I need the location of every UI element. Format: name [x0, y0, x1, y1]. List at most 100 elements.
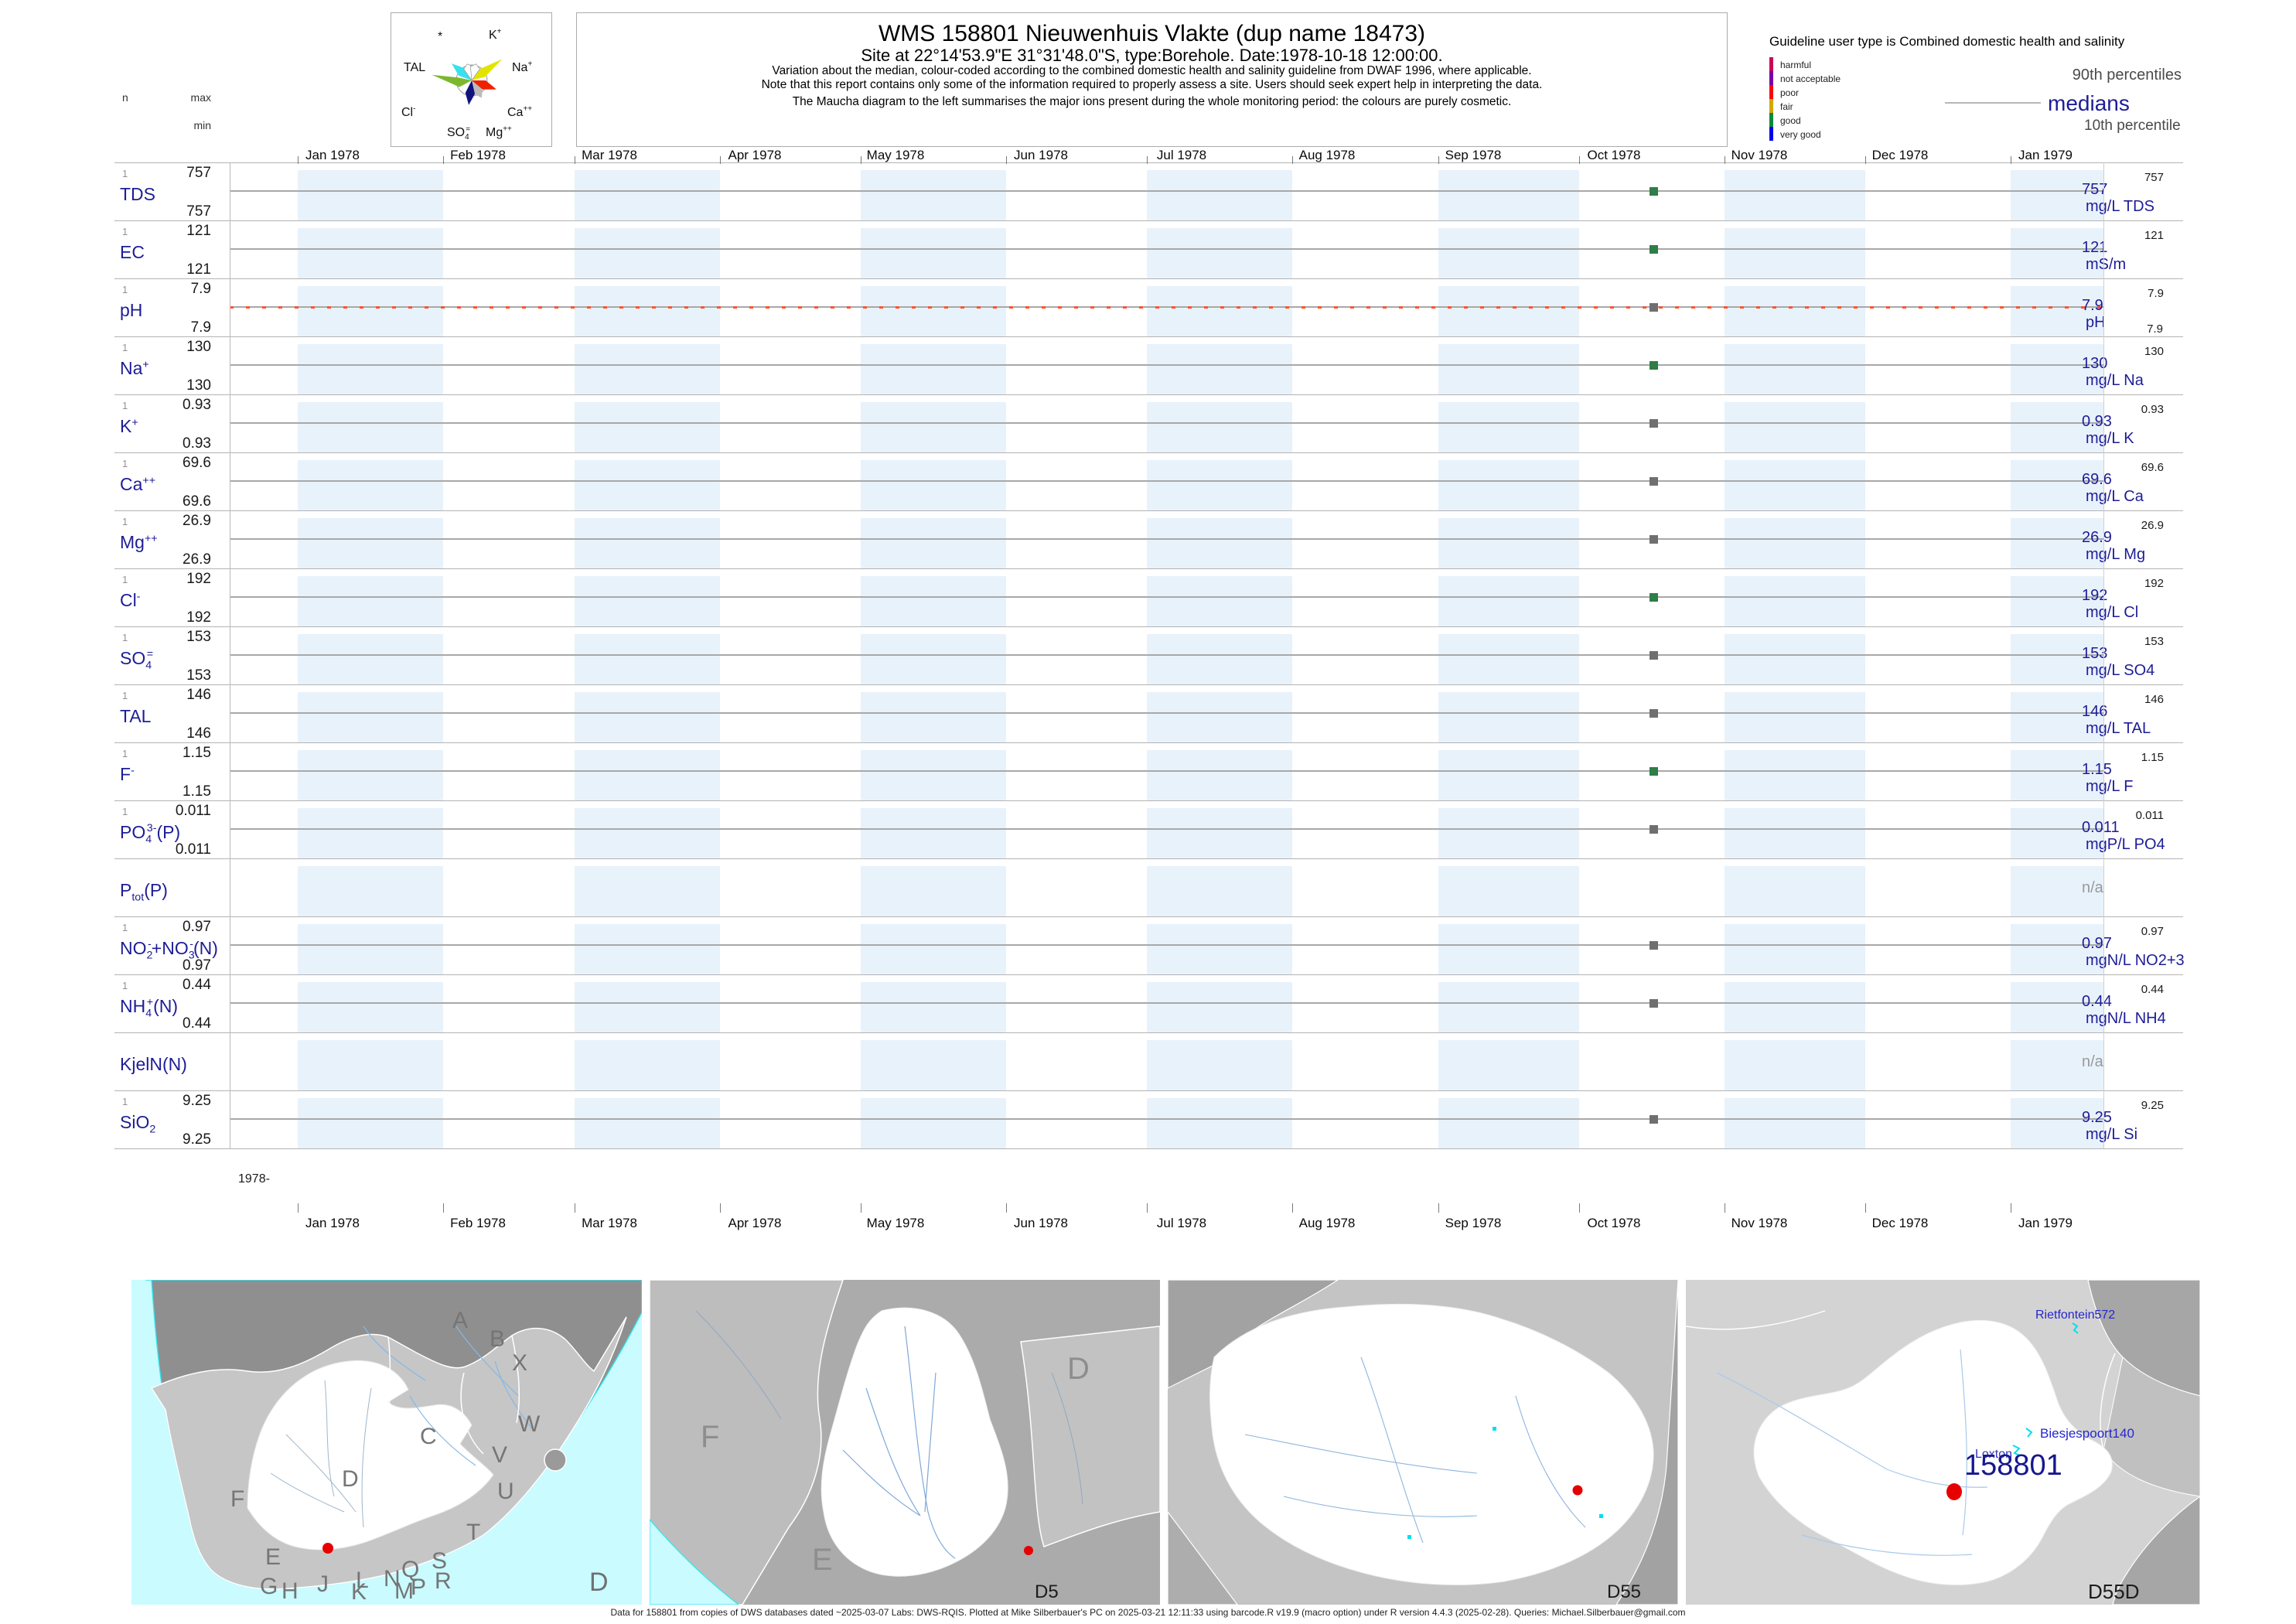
row-param-name-pH: pH: [120, 300, 143, 320]
month-stripe: [575, 808, 720, 858]
row-n-count-Na: 1: [122, 342, 128, 353]
maucha-ion-label-5: Ca++: [507, 104, 533, 119]
month-stripe: [298, 170, 443, 220]
row-max-Mg: 26.9: [183, 513, 211, 529]
month-tick-top: [1006, 156, 1007, 164]
month-stripe: [2011, 228, 2103, 278]
map-region-letter-H: H: [281, 1578, 299, 1604]
month-stripe: [298, 866, 443, 916]
month-tick-top: [1292, 156, 1293, 164]
month-tick-bottom: [1579, 1203, 1580, 1213]
month-stripe: [861, 518, 1006, 568]
month-stripe: [298, 750, 443, 800]
row-border: [114, 510, 2183, 511]
data-marker-K: [1650, 419, 1658, 428]
guideline-class-legend: harmful not acceptable poor fair good very go…: [1769, 57, 1924, 144]
row-n-count-PO4: 1: [122, 806, 128, 817]
month-stripe: [861, 866, 1006, 916]
row-min-F: 1.15: [183, 783, 211, 800]
row-unit-EC: mS/m: [2086, 256, 2127, 273]
row-param-name-Ptot: Ptot(P): [120, 880, 168, 904]
median-line-TAL: [230, 712, 2103, 714]
row-n-count-Ca: 1: [122, 458, 128, 469]
median-line-NH4: [230, 1002, 2103, 1004]
map-region-letter-T: T: [466, 1520, 480, 1545]
row-border: [114, 278, 2183, 279]
map-region-letter-K: K: [351, 1579, 367, 1605]
month-stripe: [1147, 228, 1292, 278]
map3-site-dot: [1572, 1485, 1583, 1496]
row-param-name-Cl: Cl-: [120, 590, 141, 610]
row-border: [114, 742, 2183, 743]
maucha-ion-label-2: TAL: [404, 61, 426, 74]
map-region-letter-J: J: [317, 1571, 329, 1597]
month-stripe: [575, 866, 720, 916]
row-unit-Mg: mg/L Mg: [2086, 546, 2146, 563]
map-catchment-d55: D55: [1167, 1279, 1679, 1605]
month-stripe: [1438, 344, 1579, 394]
row-median-TAL: 146: [2082, 703, 2108, 720]
map-region-letter-R: R: [435, 1568, 452, 1594]
month-stripe: [575, 460, 720, 510]
map-region-letter-N: N: [384, 1566, 401, 1592]
month-stripe: [1438, 808, 1579, 858]
median-line-SO4: [230, 654, 2103, 656]
month-label-bottom: Jan 1979: [2018, 1216, 2073, 1230]
map-region-letter-M: M: [394, 1578, 414, 1604]
row-min-Ca: 69.6: [183, 493, 211, 510]
month-stripe: [298, 1040, 443, 1090]
p90-legend-label: 90th percentiles: [2072, 67, 2182, 84]
row-p90-K: 0.93: [2141, 403, 2164, 416]
month-label-top: Jan 1979: [2018, 148, 2073, 162]
row-unit-pH: pH: [2086, 314, 2106, 331]
class-label-fair: fair: [1780, 101, 1793, 112]
row-n-count-EC: 1: [122, 226, 128, 237]
p10-legend-label: 10th percentile: [2084, 118, 2181, 134]
month-tick-bottom: [1865, 1203, 1866, 1213]
row-p90-TDS: 757: [2144, 171, 2164, 184]
month-stripe: [1725, 924, 1865, 974]
row-max-Na: 130: [186, 339, 211, 355]
month-stripe: [861, 1098, 1006, 1148]
month-stripe: [1147, 344, 1292, 394]
month-stripe: [298, 808, 443, 858]
map-region-letter-X: X: [512, 1350, 527, 1376]
month-stripe: [2011, 692, 2103, 742]
row-max-SO4: 153: [186, 629, 211, 645]
month-stripe: [575, 1040, 720, 1090]
row-p90-NO2NO3: 0.97: [2141, 925, 2164, 938]
note-disclaimer: Note that this report contains only some…: [761, 78, 1543, 91]
map-region-letter-E: E: [812, 1543, 833, 1577]
median-line-TDS: [230, 190, 2103, 192]
month-stripe: [1725, 344, 1865, 394]
row-param-name-SO4: SO4=: [120, 648, 154, 672]
row-max-SiO2: 9.25: [183, 1093, 211, 1109]
note-maucha: The Maucha diagram to the left summarise…: [792, 95, 1512, 108]
month-stripe: [1725, 402, 1865, 452]
map-catchment-d55-svg: [1167, 1279, 1679, 1605]
row-p90-Na: 130: [2144, 345, 2164, 358]
row-max-Ca: 69.6: [183, 455, 211, 471]
month-stripe: [575, 982, 720, 1032]
month-label-bottom: Jun 1978: [1014, 1216, 1068, 1230]
row-min-EC: 121: [186, 261, 211, 278]
row-n-count-Mg: 1: [122, 516, 128, 527]
colhead-min: min: [193, 119, 211, 131]
month-stripe: [575, 692, 720, 742]
page-title: WMS 158801 Nieuwenhuis Vlakte (dup name …: [878, 21, 1426, 46]
row-p90-Cl: 192: [2144, 577, 2164, 590]
month-stripe: [298, 576, 443, 626]
row-min-TDS: 757: [186, 203, 211, 220]
row-p90-TAL: 146: [2144, 693, 2164, 706]
row-median-Mg: 26.9: [2082, 529, 2112, 546]
month-stripe: [298, 286, 443, 336]
map-region-letter-G: G: [260, 1574, 278, 1599]
class-label-not-acceptable: not acceptable: [1780, 73, 1841, 84]
row-p90-SiO2: 9.25: [2141, 1099, 2164, 1112]
class-swatch-very-good: [1769, 127, 1773, 141]
map-catchment-d55d: Rietfontein572 Biesjespoort140 Loxton 15880…: [1685, 1279, 2201, 1605]
month-tick-top: [1579, 156, 1580, 164]
class-label-very-good: very good: [1780, 129, 1821, 140]
map-region-letter-B: B: [490, 1326, 505, 1352]
site-subtitle: Site at 22°14'53.9"E 31°31'48.0"S, type:…: [861, 46, 1443, 65]
